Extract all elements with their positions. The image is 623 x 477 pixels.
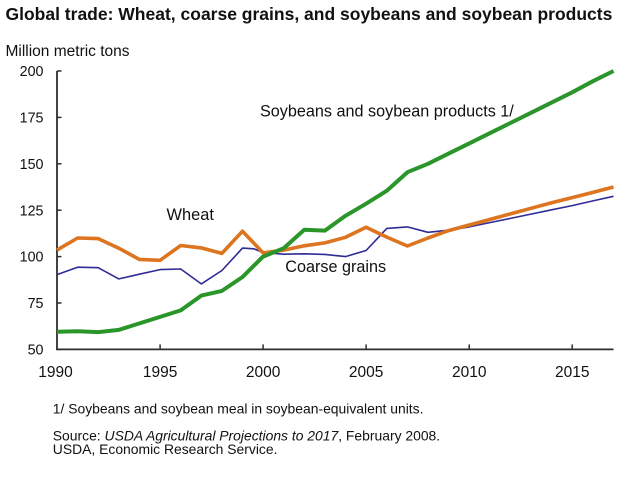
svg-text:150: 150 xyxy=(20,157,44,173)
svg-text:Soybeans and soybean products: Soybeans and soybean products 1/ xyxy=(260,103,514,121)
svg-text:1990: 1990 xyxy=(38,364,73,381)
svg-text:175: 175 xyxy=(20,111,44,127)
svg-text:Source: USDA Agricultural Proj: Source: USDA Agricultural Projections to… xyxy=(53,428,440,444)
svg-text:USDA, Economic Research Servic: USDA, Economic Research Service. xyxy=(53,441,278,457)
svg-text:2015: 2015 xyxy=(555,364,589,381)
svg-text:Million metric tons: Million metric tons xyxy=(6,43,130,60)
svg-text:50: 50 xyxy=(28,343,44,359)
svg-text:125: 125 xyxy=(20,203,44,219)
svg-text:Global trade: Wheat, coarse gr: Global trade: Wheat, coarse grains, and … xyxy=(6,4,613,24)
svg-text:Coarse grains: Coarse grains xyxy=(285,258,386,276)
svg-text:Wheat: Wheat xyxy=(167,206,215,224)
svg-text:100: 100 xyxy=(20,250,44,266)
svg-text:200: 200 xyxy=(20,64,44,80)
svg-text:75: 75 xyxy=(28,296,44,312)
svg-text:1/ Soybeans and soybean meal i: 1/ Soybeans and soybean meal in soybean-… xyxy=(53,401,424,417)
svg-text:2010: 2010 xyxy=(452,364,487,381)
svg-text:2005: 2005 xyxy=(349,364,383,381)
svg-text:2000: 2000 xyxy=(246,364,281,381)
svg-text:1995: 1995 xyxy=(143,364,177,381)
